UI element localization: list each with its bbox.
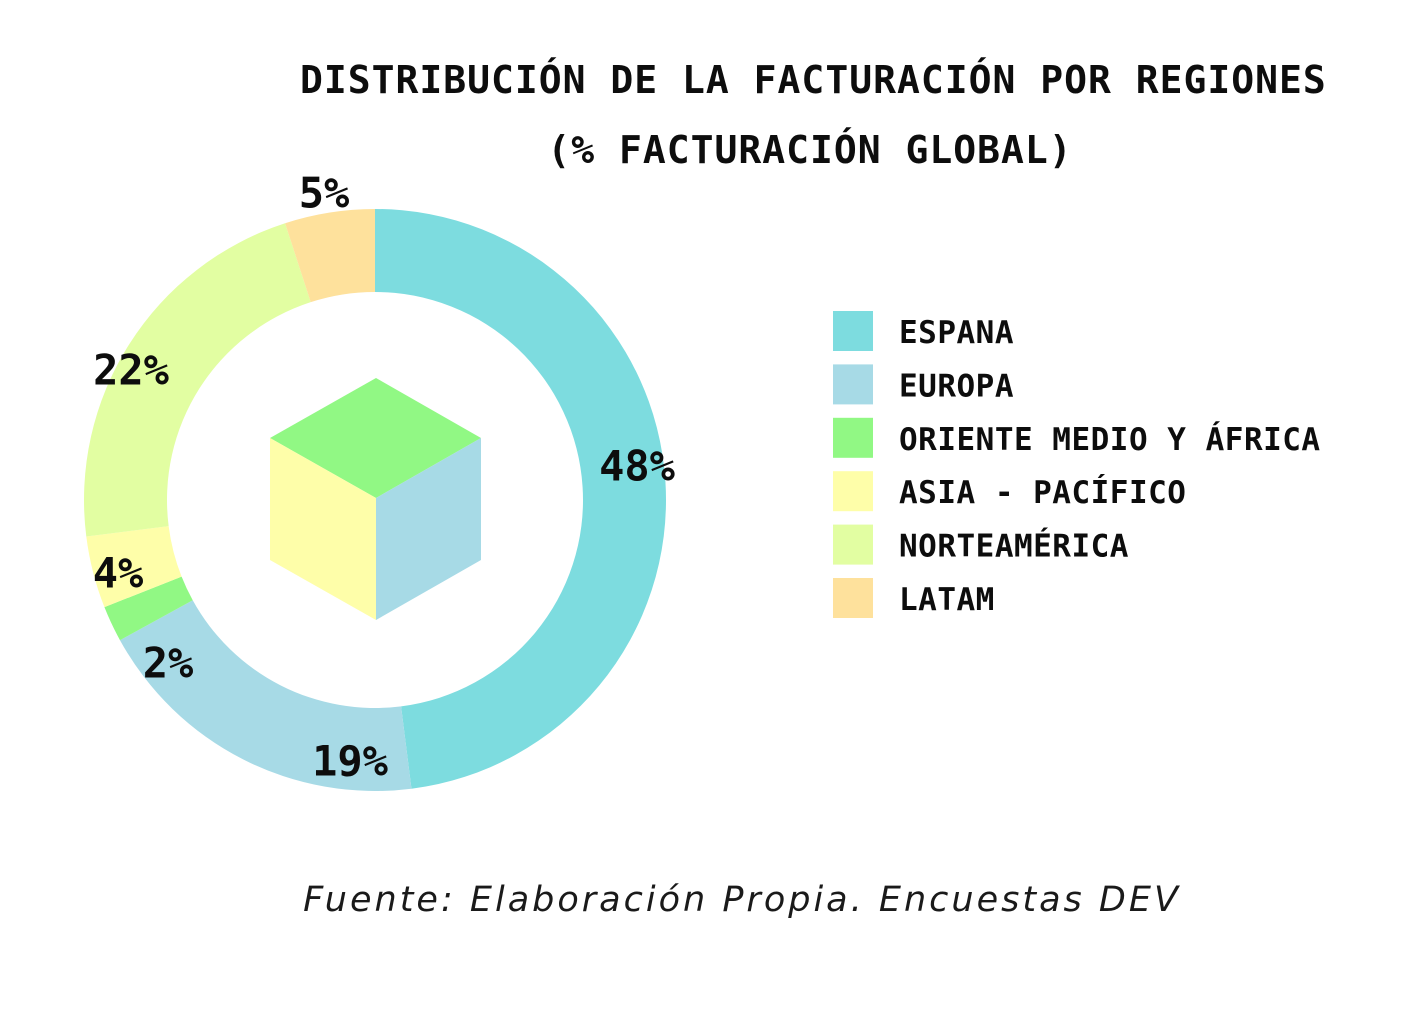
cube-icon <box>270 378 481 620</box>
legend-label: ORIENTE MEDIO Y ÁFRICA <box>899 422 1321 458</box>
legend-item-norteamerica: NORTEAMÉRICA <box>833 524 1129 565</box>
legend-label: NORTEAMÉRICA <box>899 529 1129 565</box>
legend-item-latam: LATAM <box>833 578 995 618</box>
legend-label: LATAM <box>899 582 995 618</box>
legend-swatch <box>833 364 873 405</box>
legend-label: ASIA - PACÍFICO <box>899 475 1186 511</box>
slice-norteamerica <box>84 223 311 537</box>
legend-label: ESPANA <box>899 315 1014 351</box>
legend-item-espana: ESPANA <box>833 311 1014 351</box>
slice-espana <box>375 209 667 789</box>
data-label-5: 5% <box>299 169 350 218</box>
legend-swatch <box>833 311 873 351</box>
data-label-0: 48% <box>599 442 675 491</box>
legend-swatch <box>833 524 873 565</box>
slice-oriente-medio-y-africa <box>104 576 193 641</box>
source-note: Fuente: Elaboración Propia. Encuestas DE… <box>303 880 1181 920</box>
legend-label: EUROPA <box>899 368 1014 404</box>
legend-swatch <box>833 471 873 512</box>
legend-item-europa: EUROPA <box>833 364 1014 405</box>
data-label-4: 22% <box>93 346 169 395</box>
slice-asia-pacifico <box>86 526 182 608</box>
data-label-1: 19% <box>312 737 388 786</box>
data-label-2: 2% <box>143 639 194 688</box>
data-label-3: 4% <box>93 549 144 598</box>
slice-latam <box>285 209 375 303</box>
slice-europa <box>119 600 412 791</box>
legend-item-asia-pacifico: ASIA - PACÍFICO <box>833 471 1186 512</box>
legend-swatch <box>833 578 873 618</box>
chart-title-line-1: DISTRIBUCIÓN DE LA FACTURACIÓN POR REGIO… <box>300 58 1327 102</box>
chart-title-line-2: (% FACTURACIÓN GLOBAL) <box>547 128 1073 172</box>
legend-swatch <box>833 417 873 458</box>
legend-item-oriente-medio-y-africa: ORIENTE MEDIO Y ÁFRICA <box>833 417 1321 458</box>
